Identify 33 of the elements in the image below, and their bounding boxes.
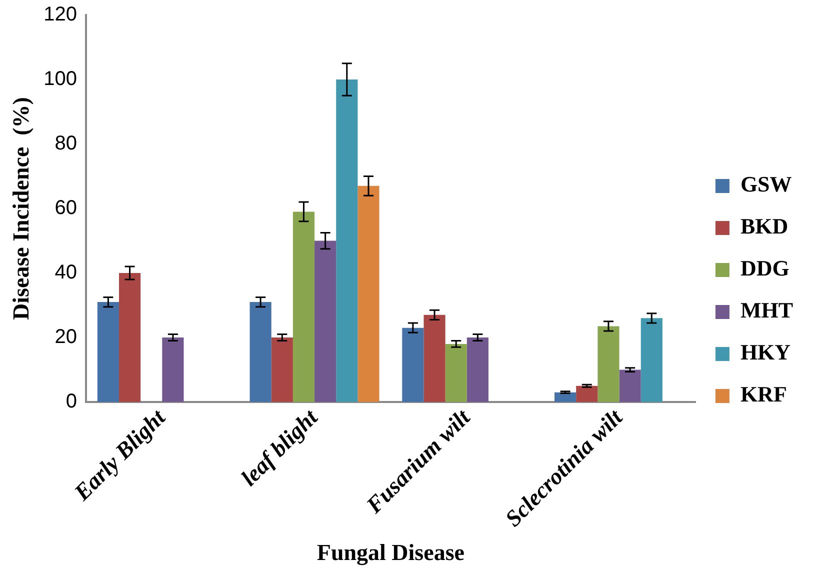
bar	[402, 328, 424, 402]
y-tick-label: 40	[54, 262, 77, 284]
bar	[162, 338, 184, 402]
x-axis-title: Fungal Disease	[316, 540, 465, 566]
bar	[292, 212, 315, 402]
y-axis-title: Disease Incidence (%)	[8, 97, 34, 320]
legend-label: DDG	[740, 256, 790, 281]
bar	[336, 80, 358, 402]
y-tick-label: 20	[54, 326, 77, 348]
y-tick-label: 0	[66, 390, 77, 413]
bar	[97, 302, 119, 402]
bar	[466, 338, 488, 402]
bar	[118, 273, 141, 402]
legend-label: KRF	[740, 382, 787, 407]
legend-label: BKD	[740, 214, 788, 239]
legend-label: MHT	[740, 298, 794, 323]
legend-label: HKY	[740, 340, 791, 365]
bar	[598, 326, 620, 402]
legend-label: GSW	[740, 172, 792, 197]
bar	[640, 318, 662, 402]
y-tick-label: 120	[44, 4, 77, 26]
bar	[314, 240, 336, 402]
bar	[358, 186, 380, 402]
bar	[576, 386, 598, 402]
y-tick-label: 60	[54, 197, 77, 220]
bar	[250, 302, 272, 402]
bar	[619, 370, 641, 402]
y-tick-label: 100	[44, 68, 77, 90]
bar	[271, 338, 293, 402]
bar	[554, 392, 576, 402]
y-tick-label: 80	[54, 132, 77, 155]
bar	[445, 344, 467, 402]
bar	[424, 314, 446, 402]
